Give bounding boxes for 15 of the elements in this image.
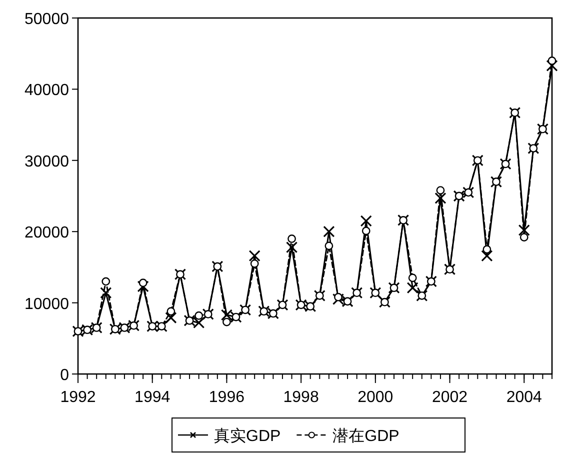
xtick: 2002: [432, 389, 468, 406]
xtick: 2000: [358, 389, 394, 406]
legend-label: 真实GDP: [214, 428, 281, 445]
xtick: 2004: [506, 389, 542, 406]
ytick: 50000: [24, 11, 69, 28]
xtick: 1998: [283, 389, 319, 406]
ytick: 40000: [24, 82, 69, 100]
xtick: 1996: [208, 389, 244, 406]
xtick: 1994: [134, 389, 170, 406]
ytick: 20000: [24, 224, 69, 242]
ytick: 0: [60, 367, 69, 384]
xtick: 1992: [60, 389, 96, 406]
legend-label: 潜在GDP: [332, 428, 400, 445]
ytick: 10000: [24, 296, 69, 313]
ytick: 30000: [24, 153, 69, 170]
